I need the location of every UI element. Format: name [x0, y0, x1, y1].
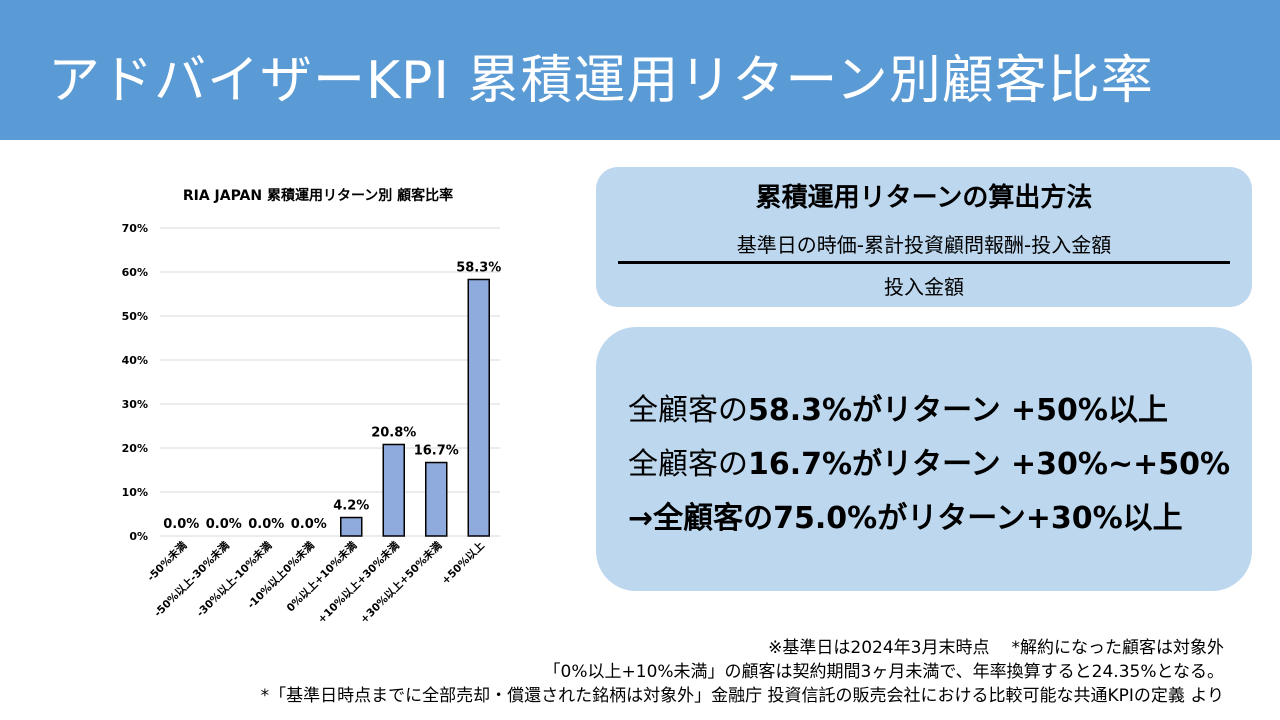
bar: [425, 461, 448, 537]
data-label: 0.0%: [163, 517, 199, 532]
y-tick-label: 70%: [122, 222, 148, 235]
fraction-line: [618, 261, 1230, 264]
summary-line-3: →全顧客の75.0%がリターン+30%以上: [628, 501, 1183, 536]
x-tick-label: -30%以上-10%未満: [194, 539, 275, 620]
x-tick-label: +30%以上+50%未満: [357, 539, 444, 626]
data-label: 0.0%: [248, 517, 284, 532]
summary-line-2: 全顧客の16.7%がリターン +30%~+50%: [628, 439, 1230, 483]
formula-box: 累積運用リターンの算出方法 基準日の時価-累計投資顧問報酬-投入金額 投入金額: [596, 167, 1252, 307]
x-tick-label: +50%以上: [439, 539, 487, 587]
formula-numerator: 基準日の時価-累計投資顧問報酬-投入金額: [736, 233, 1112, 257]
footnote-1b: *解約になった顧客は対象外: [1011, 638, 1225, 658]
x-tick-label: 0%以上+10%未満: [284, 539, 360, 615]
footnote-1a: ※基準日は2024年3月末時点: [768, 638, 990, 658]
y-tick-label: 50%: [122, 310, 148, 323]
y-tick-label: 10%: [122, 486, 148, 499]
footnotes: ※基準日は2024年3月末時点 *解約になった顧客は対象外 「0%以上+10%未満…: [261, 636, 1224, 708]
footnote-3: *「基準日時点までに全部売却・償還された銘柄は対象外」金融庁 投資信託の販売会社…: [260, 686, 1224, 706]
data-label: 4.2%: [333, 499, 369, 514]
summary-line-1: 全顧客の58.3%がリターン +50%以上: [628, 385, 1168, 429]
data-label: 16.7%: [414, 444, 459, 459]
data-label: 0.0%: [291, 517, 327, 532]
y-tick-label: 30%: [122, 398, 148, 411]
y-tick-label: 40%: [122, 354, 148, 367]
y-tick-label: 0%: [129, 530, 148, 543]
formula-title: 累積運用リターンの算出方法: [755, 183, 1093, 213]
chart-title: RIA JAPAN 累積運用リターン別 顧客比率: [183, 187, 453, 204]
data-label: 58.3%: [456, 260, 501, 275]
summary-box: 全顧客の58.3%がリターン +50%以上 全顧客の16.7%がリターン +30…: [596, 327, 1252, 591]
summary-line-1-highlight: 58.3%がリターン +50%以上: [748, 393, 1168, 428]
summary-line-1-prefix: 全顧客の: [628, 393, 748, 428]
y-tick-label: 20%: [122, 442, 148, 455]
bar: [340, 516, 363, 537]
data-label: 20.8%: [371, 425, 416, 440]
header-banner: アドバイザーKPI 累積運用リターン別顧客比率: [0, 0, 1280, 140]
page-title: アドバイザーKPI 累積運用リターン別顧客比率: [48, 51, 1154, 111]
formula-denominator: 投入金額: [884, 275, 964, 299]
footnote-1: ※基準日は2024年3月末時点 *解約になった顧客は対象外: [261, 636, 1224, 660]
bar: [467, 278, 490, 537]
bar-chart: RIA JAPAN 累積運用リターン別 顧客比率 0% 10% 20% 30% 40% 50…: [100, 170, 580, 640]
summary-line-2-highlight: 16.7%がリターン +30%~+50%: [748, 447, 1231, 482]
chart-canvas: RIA JAPAN 累積運用リターン別 顧客比率 0% 10% 20% 30% 40% 50…: [122, 187, 502, 626]
x-tick-label: -50%以上-30%未満: [151, 539, 232, 620]
y-tick-label: 60%: [122, 266, 148, 279]
x-tick-label: -50%未満: [144, 539, 189, 584]
footnote-2: 「0%以上+10%未満」の顧客は契約期間3ヶ月未満で、年率換算すると24.35%…: [543, 662, 1224, 682]
summary-line-2-prefix: 全顧客の: [628, 447, 748, 482]
bar: [382, 443, 405, 537]
x-tick-label: +10%以上+30%未満: [315, 539, 402, 626]
data-label: 0.0%: [206, 517, 242, 532]
